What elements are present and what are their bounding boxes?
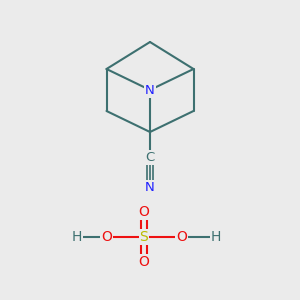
Text: N: N: [145, 181, 155, 194]
Text: O: O: [176, 230, 187, 244]
Text: H: H: [211, 230, 221, 244]
Text: H: H: [71, 230, 82, 244]
Text: O: O: [101, 230, 112, 244]
Text: C: C: [146, 151, 154, 164]
Text: O: O: [139, 205, 149, 218]
Text: N: N: [145, 83, 155, 97]
Text: S: S: [140, 230, 148, 244]
Text: O: O: [139, 256, 149, 269]
